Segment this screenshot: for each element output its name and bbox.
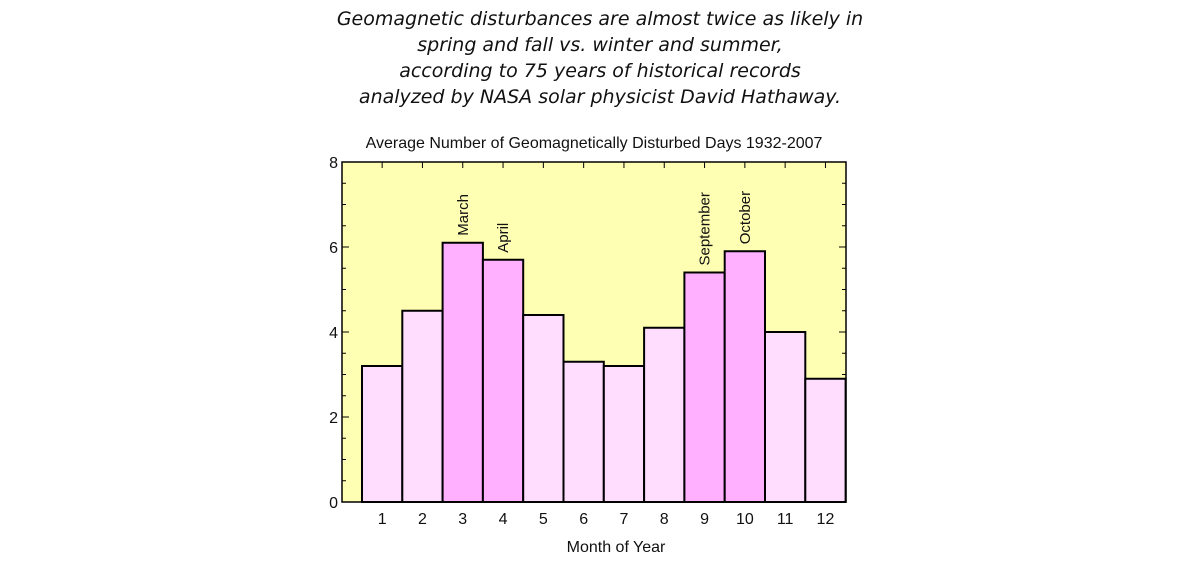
bar-annotations: March April September October bbox=[455, 191, 754, 266]
x-tick-label: 3 bbox=[458, 511, 467, 528]
bar-month-10 bbox=[723, 250, 767, 503]
x-tick-label: 1 bbox=[378, 511, 387, 528]
headline-line-4: analyzed by NASA solar physicist David H… bbox=[358, 86, 842, 108]
y-tick-labels: 0 2 4 6 8 bbox=[329, 155, 338, 512]
bar-month-2 bbox=[401, 309, 444, 503]
headline-line-3: according to 75 years of historical reco… bbox=[399, 60, 801, 82]
bar-month-3 bbox=[441, 241, 484, 503]
x-tick-label: 11 bbox=[777, 511, 794, 528]
headline: Geomagnetic disturbances are almost twic… bbox=[290, 6, 910, 110]
x-tick-label: 8 bbox=[660, 511, 669, 528]
bar-month-12 bbox=[804, 377, 847, 503]
y-tick-label: 8 bbox=[329, 155, 338, 172]
y-tick-label: 0 bbox=[329, 495, 338, 512]
y-tick-label: 2 bbox=[329, 410, 338, 427]
bar-month-5 bbox=[522, 314, 565, 503]
bar-month-8 bbox=[643, 326, 686, 503]
y-tick-label: 6 bbox=[329, 240, 338, 257]
x-tick-label: 6 bbox=[579, 511, 588, 528]
bar-month-1 bbox=[361, 365, 404, 503]
x-tick-label: 10 bbox=[736, 511, 754, 528]
headline-line-1: Geomagnetic disturbances are almost twic… bbox=[336, 8, 864, 30]
bar-month-11 bbox=[764, 331, 807, 503]
annotation-october: October bbox=[737, 191, 754, 244]
chart-title: Average Number of Geomagnetically Distur… bbox=[366, 135, 823, 152]
x-tick-labels: 1 2 3 4 5 6 7 8 9 10 11 12 bbox=[378, 511, 835, 528]
bar-month-4 bbox=[481, 258, 525, 503]
x-tick-label: 9 bbox=[700, 511, 709, 528]
plot-frame bbox=[341, 161, 847, 503]
bars bbox=[361, 241, 847, 503]
x-tick-label: 5 bbox=[539, 511, 548, 528]
bar-month-7 bbox=[602, 365, 646, 503]
bar-month-6 bbox=[562, 360, 605, 503]
x-tick-label: 4 bbox=[499, 511, 508, 528]
annotation-april: April bbox=[495, 223, 512, 253]
headline-line-2: spring and fall vs. winter and summer, bbox=[417, 34, 783, 56]
annotation-september: September bbox=[697, 192, 714, 265]
annotation-march: March bbox=[455, 194, 472, 236]
x-axis-label: Month of Year bbox=[567, 539, 666, 556]
x-tick-label: 12 bbox=[817, 511, 835, 528]
bar-month-9 bbox=[683, 271, 726, 503]
y-tick-label: 4 bbox=[329, 325, 338, 342]
x-tick-label: 2 bbox=[418, 511, 427, 528]
x-tick-label: 7 bbox=[619, 511, 628, 528]
